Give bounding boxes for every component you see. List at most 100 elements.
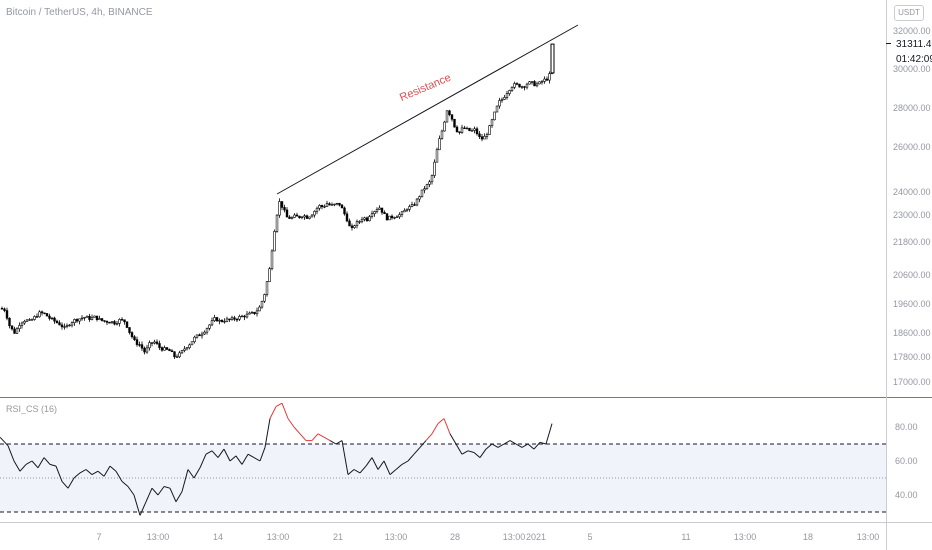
rsi-segment [281,403,289,419]
candles-layer [0,43,555,359]
candle-body [125,321,129,328]
candle-body [443,121,446,132]
rsi-segment [533,441,541,450]
candle-body [463,127,466,129]
candle-body [15,328,19,334]
time-axis: 7 13:00 14 13:00 21 13:00 28 13:00 2021 5 11 13:00 1… [96,532,879,542]
candle-body [83,317,86,319]
rsi-segment [115,470,123,482]
candle-body [283,207,286,211]
candle-body [335,202,339,205]
currency-button[interactable]: USDT [894,5,924,21]
candle-body [180,350,184,354]
candle-body [438,138,441,151]
rsi-segment [539,441,547,445]
rsi-tick-label: 60.00 [895,456,918,466]
rsi-segment [335,440,343,445]
candle-body [300,216,304,219]
candle-body [518,83,521,88]
rsi-segment [419,440,427,448]
rsi-tick-label: 80.00 [895,422,918,432]
price-axis: 32000.00 30000.00 28000.00 26000.00 24000.00… [893,26,931,387]
candle-body [435,149,439,163]
candle-body [310,214,314,218]
candle-body [410,204,414,207]
candle-body [543,78,546,82]
rsi-segment [473,452,481,458]
candle-body [30,319,34,321]
rsi-segment [269,406,277,419]
rsi-segment [187,469,195,479]
candle-body [418,196,421,200]
last-candle-body [550,43,555,74]
price-tick-label: 17800.00 [893,352,931,362]
price-tick-label: 19600.00 [893,299,931,309]
rsi-segment [25,460,33,465]
rsi-layer [0,402,553,516]
time-tick-label: 13:00 [734,532,757,542]
rsi-segment [503,440,511,445]
rsi-segment [275,402,283,408]
candle-body [203,331,206,335]
candle-body [78,318,81,322]
resistance-trendline[interactable] [276,24,579,195]
candle-body [228,318,231,321]
candle-body [225,318,229,322]
rsi-segment [43,457,51,465]
candle-body [345,213,349,222]
candle-body [523,86,526,88]
candle-body [253,311,256,315]
candle-body [260,300,264,308]
candle-body [250,311,254,314]
rsi-segment [49,463,57,467]
candle-body [398,214,401,218]
rsi-segment [229,455,237,462]
candle-body [143,347,146,353]
candle-body [3,308,6,311]
candle-body [540,81,544,83]
rsi-indicator-title[interactable]: RSI_CS (16) [6,404,58,414]
rsi-segment [437,418,445,424]
candle-body [478,133,481,138]
rsi-segment [73,472,81,479]
rsi-segment [259,447,266,462]
candle-body [485,134,489,137]
candle-body [440,130,444,139]
rsi-segment [455,443,463,455]
rsi-segment [97,470,105,477]
candle-body [75,319,79,322]
candle-body [348,220,351,227]
candle-body [10,325,14,330]
rsi-segment [299,433,307,441]
candle-body [525,83,529,88]
candle-body [68,324,71,327]
time-tick-label: 13:00 [385,532,408,542]
rsi-segment [217,448,225,458]
price-tick-label: 21800.00 [893,237,931,247]
candle-body [303,215,306,218]
candle-body [285,209,289,218]
candle-body [318,205,321,209]
candle-body [273,231,276,252]
candle-body [35,316,39,318]
candle-body [263,294,266,302]
candle-body [45,313,49,317]
rsi-segment [389,469,397,475]
candle-body [213,317,216,321]
candle-body [338,202,341,206]
candle-body [118,319,121,324]
candle-body [320,205,324,208]
candle-body [460,127,464,133]
candle-body [135,339,139,345]
rsi-segment [395,464,403,470]
candle-body [378,207,381,210]
candle-body [350,225,354,228]
candle-body [200,333,204,337]
price-tick-label: 17000.00 [893,377,931,387]
time-tick-label: 13:00 [857,532,880,542]
rsi-segment [527,443,535,450]
candle-body [40,311,44,314]
rsi-segment [31,460,39,469]
candle-body [188,344,191,348]
